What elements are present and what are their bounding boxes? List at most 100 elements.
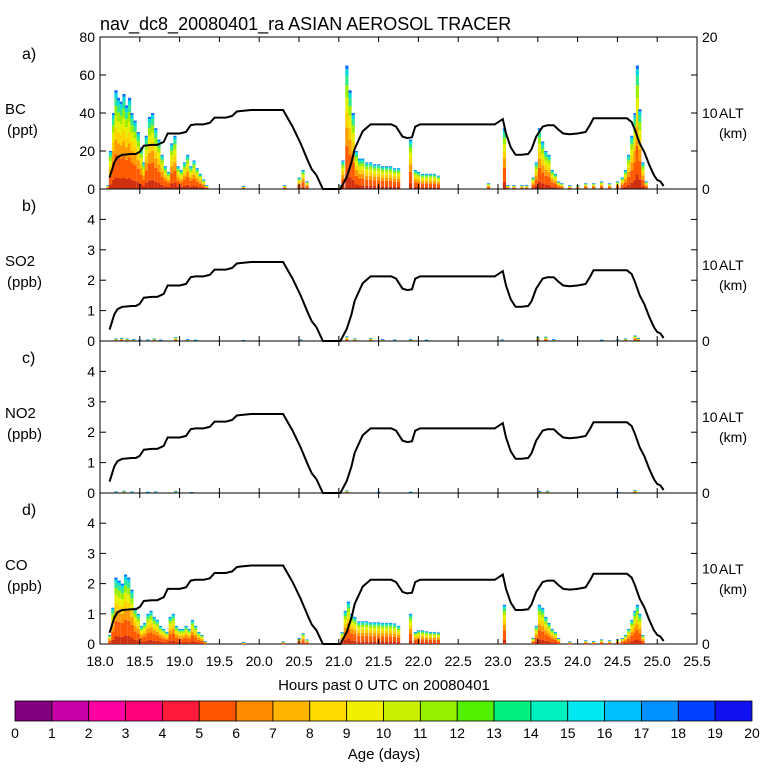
data-bar-segment: [641, 640, 645, 643]
data-bar-segment: [178, 629, 182, 631]
data-bar-segment: [393, 631, 397, 634]
data-bar-segment: [149, 632, 153, 641]
data-bar-segment: [122, 94, 126, 97]
colorbar-tick-label: 20: [744, 725, 760, 741]
data-bar-segment: [112, 125, 116, 133]
data-bar-segment: [114, 127, 118, 140]
data-bar-segment: [184, 632, 188, 635]
data-bar-segment: [537, 624, 542, 631]
data-bar-segment: [163, 174, 167, 178]
data-bar-segment: [633, 491, 637, 493]
data-bar-segment: [633, 113, 637, 116]
data-bar-segment: [112, 151, 116, 163]
data-bar-segment: [345, 336, 349, 338]
data-bar-segment: [146, 628, 150, 634]
data-bar-segment: [584, 642, 588, 643]
data-bar-segment: [201, 187, 206, 189]
data-bar-segment: [143, 623, 147, 625]
data-bar-segment: [568, 185, 572, 187]
data-bar-segment: [413, 170, 417, 171]
data-bar-segment: [531, 643, 535, 644]
data-bar-segment: [124, 112, 128, 119]
data-bar-segment: [620, 181, 624, 184]
data-bar-segment: [644, 185, 648, 187]
data-bar-segment: [486, 187, 491, 189]
data-bar-segment: [348, 90, 352, 94]
data-bar-segment: [157, 143, 161, 148]
data-bar-segment: [114, 491, 118, 493]
data-bar-segment: [512, 186, 516, 188]
data-bar-segment: [544, 339, 548, 341]
data-bar-segment: [544, 157, 548, 161]
data-bar-segment: [424, 632, 429, 634]
data-bar-segment: [155, 629, 160, 632]
data-bar-segment: [599, 184, 604, 186]
data-bar-segment: [547, 157, 551, 161]
data-bar-segment: [116, 121, 121, 133]
data-bar-segment: [502, 137, 507, 145]
data-bar-segment: [163, 168, 167, 170]
data-bar-segment: [420, 177, 425, 180]
data-bar-segment: [365, 175, 369, 180]
data-bar-segment: [197, 642, 201, 644]
data-bar-segment: [397, 178, 401, 182]
data-bar-segment: [584, 641, 588, 643]
data-bar-segment: [152, 627, 156, 631]
data-bar-segment: [369, 633, 373, 637]
data-bar-segment: [436, 187, 440, 189]
data-bar-segment: [190, 629, 195, 632]
data-bar-segment: [108, 175, 113, 185]
data-bar-segment: [413, 639, 417, 643]
data-bar-segment: [373, 625, 377, 628]
data-bar-segment: [644, 186, 648, 189]
data-bar-segment: [357, 623, 361, 625]
data-bar-segment: [385, 166, 389, 167]
data-bar-segment: [413, 170, 417, 172]
data-bar-segment: [178, 631, 182, 633]
data-bar-segment: [343, 623, 347, 628]
data-bar-segment: [620, 180, 624, 182]
data-bar-segment: [502, 605, 507, 608]
data-bar-segment: [408, 628, 413, 634]
data-bar-segment: [389, 166, 393, 167]
data-bar-segment: [200, 642, 204, 644]
data-bar-segment: [420, 187, 425, 189]
panel-tag: c): [22, 350, 35, 367]
data-bar-segment: [351, 115, 355, 120]
data-bar-segment: [413, 179, 417, 183]
data-bar-segment: [369, 339, 373, 341]
data-bar-segment: [163, 169, 167, 173]
data-bar-segment: [428, 642, 433, 644]
data-bar-segment: [122, 177, 126, 189]
colorbar-swatch: [530, 700, 569, 722]
colorbar-tick-label: 19: [707, 725, 723, 741]
data-bar-segment: [187, 630, 191, 632]
colorbar-tick-label: 6: [232, 725, 240, 741]
data-bar-segment: [531, 639, 535, 641]
data-bar-segment: [641, 172, 645, 176]
data-bar-segment: [638, 111, 642, 116]
data-bar-segment: [541, 625, 545, 632]
data-bar-segment: [432, 173, 437, 175]
data-bar-segment: [157, 183, 161, 189]
data-bar-segment: [630, 162, 634, 171]
data-bar-segment: [142, 169, 146, 173]
data-bar-segment: [354, 165, 359, 170]
data-bar-segment: [550, 634, 554, 637]
data-bar-segment: [428, 179, 433, 182]
data-bar-segment: [106, 187, 110, 188]
data-bar-segment: [373, 180, 377, 187]
data-bar-segment: [190, 619, 195, 621]
data-bar-segment: [176, 172, 180, 175]
data-bar-segment: [114, 177, 118, 189]
data-bar-segment: [553, 637, 558, 640]
data-bar-segment: [428, 177, 433, 180]
data-bar-segment: [154, 167, 158, 182]
data-bar-segment: [627, 171, 631, 178]
data-bar-segment: [186, 154, 190, 156]
data-bar-segment: [133, 610, 137, 614]
data-bar-segment: [186, 163, 190, 168]
data-bar-segment: [502, 130, 507, 134]
data-bar-segment: [130, 125, 134, 133]
